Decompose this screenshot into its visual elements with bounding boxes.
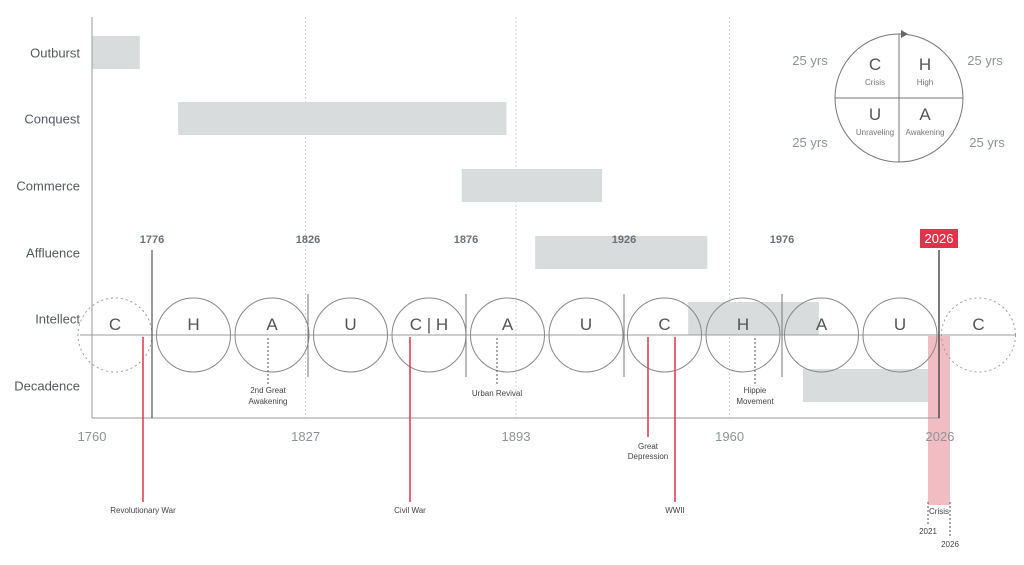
turning-letter: U (344, 315, 356, 334)
turning-circle (862, 297, 938, 373)
stage-label: Affluence (26, 246, 80, 261)
legend-name: High (917, 78, 933, 87)
turning-letter: C (972, 315, 984, 334)
axis-year-label: 2026 (926, 429, 955, 444)
crisis-band (928, 336, 950, 505)
turning-circle (470, 297, 545, 373)
legend-duration: 25 yrs (969, 135, 1005, 150)
crisis-label: Crisis (929, 507, 949, 516)
stage-label: Outburst (30, 46, 80, 61)
event-label: Awakening (249, 397, 288, 406)
event-label: WWII (665, 506, 685, 515)
stage-bar (802, 369, 940, 402)
turning-circle (627, 297, 702, 373)
turning-letter: C (109, 315, 121, 334)
legend-name: Awakening (906, 128, 945, 137)
turning-circle (156, 297, 231, 373)
stage-label: Intellect (35, 312, 80, 327)
axis-year-label: 1827 (291, 429, 320, 444)
turning-letter: C (658, 315, 670, 334)
turning-circle (941, 297, 1016, 373)
stage-label: Decadence (14, 379, 80, 394)
event-label: Depression (628, 452, 668, 461)
turning-letter: A (266, 315, 278, 334)
current-year-text: 2026 (925, 231, 954, 246)
crisis-end-label: 2026 (941, 540, 959, 549)
crisis-start-label: 2021 (919, 527, 937, 536)
cycle-year-label: 1776 (140, 234, 164, 246)
turning-letter: U (580, 315, 592, 334)
axis-year-label: 1893 (502, 429, 531, 444)
turning-letter: U (894, 315, 906, 334)
turning-circle (705, 297, 781, 373)
stage-bar (92, 36, 140, 69)
turning-circle (77, 297, 153, 373)
legend-letter: U (869, 105, 881, 124)
legend-letter: A (919, 105, 931, 124)
event-label: Urban Revival (472, 389, 522, 398)
event-label: Civil War (394, 506, 426, 515)
legend-name: Crisis (865, 78, 885, 87)
legend-name: Unraveling (856, 128, 894, 137)
axis-year-label: 1760 (78, 429, 107, 444)
turning-letter: C | H (410, 315, 448, 334)
current-year-badge (920, 229, 958, 248)
turning-letter: A (816, 315, 828, 334)
stage-label: Conquest (24, 112, 80, 127)
event-label: Great (638, 442, 659, 451)
turning-letter: H (187, 315, 199, 334)
turning-letter: A (502, 315, 514, 334)
stage-bar (178, 102, 507, 135)
stage-bar (461, 169, 603, 202)
event-label: Movement (736, 397, 774, 406)
legend-letter: H (919, 55, 931, 74)
legend-letter: C (869, 55, 881, 74)
legend-direction-arrow-icon (901, 30, 908, 38)
cycle-year-label: 1876 (454, 234, 478, 246)
axis-year-label: 1960 (715, 429, 744, 444)
turning-circle (313, 297, 388, 373)
turning-letter: H (737, 315, 749, 334)
legend-duration: 25 yrs (792, 135, 828, 150)
turning-circle (391, 297, 467, 373)
cycle-year-label: 1976 (770, 234, 794, 246)
event-label: Revolutionary War (110, 506, 176, 515)
cycle-year-label: 1826 (296, 234, 320, 246)
turning-circle (784, 297, 859, 373)
event-label: 2nd Great (250, 386, 286, 395)
event-label: Hippie (744, 386, 767, 395)
stage-label: Commerce (16, 179, 80, 194)
turning-circle (234, 297, 310, 373)
turning-circle (548, 297, 624, 373)
cycle-year-label: 1926 (612, 234, 636, 246)
legend-duration: 25 yrs (967, 53, 1003, 68)
stage-bar (535, 236, 708, 269)
legend-duration: 25 yrs (792, 53, 828, 68)
